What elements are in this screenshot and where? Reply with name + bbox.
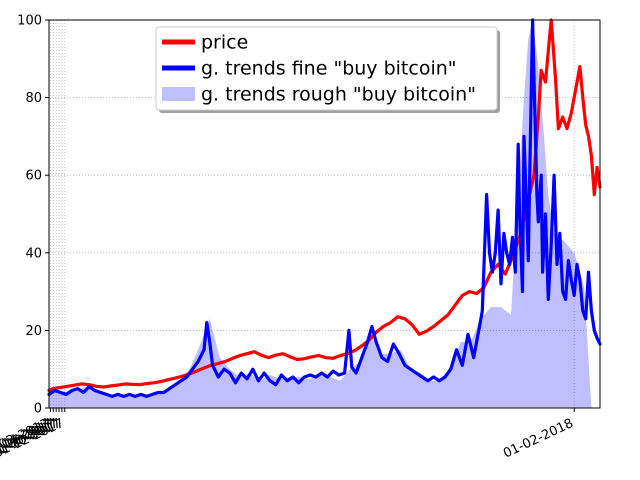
legend-label-price: price [201, 32, 248, 54]
legend-box [155, 26, 498, 111]
legend: price g. trends fine "buy bitcoin" g. tren… [155, 26, 500, 113]
legend-key-gtrends-rough [162, 87, 195, 101]
y-tick-label: 100 [17, 14, 42, 29]
plot-frame [48, 19, 601, 409]
series-line-gtrends-fine [47, 18, 602, 398]
y-tick-label: 80 [25, 91, 42, 106]
series-layer [47, 18, 602, 408]
y-tick-label: 20 [25, 324, 42, 339]
series-line-price [47, 18, 602, 393]
y-tick-label: 40 [25, 246, 42, 261]
y-tick-label: 0 [34, 402, 42, 417]
y-tick-label: 60 [25, 169, 42, 184]
x-tick-label: 01-02-2018 [501, 416, 576, 462]
legend-label-gtrends-rough: g. trends rough "buy bitcoin" [201, 84, 476, 106]
series-area-gtrends-rough [49, 20, 592, 408]
legend-label-gtrends-fine: g. trends fine "buy bitcoin" [201, 58, 457, 80]
